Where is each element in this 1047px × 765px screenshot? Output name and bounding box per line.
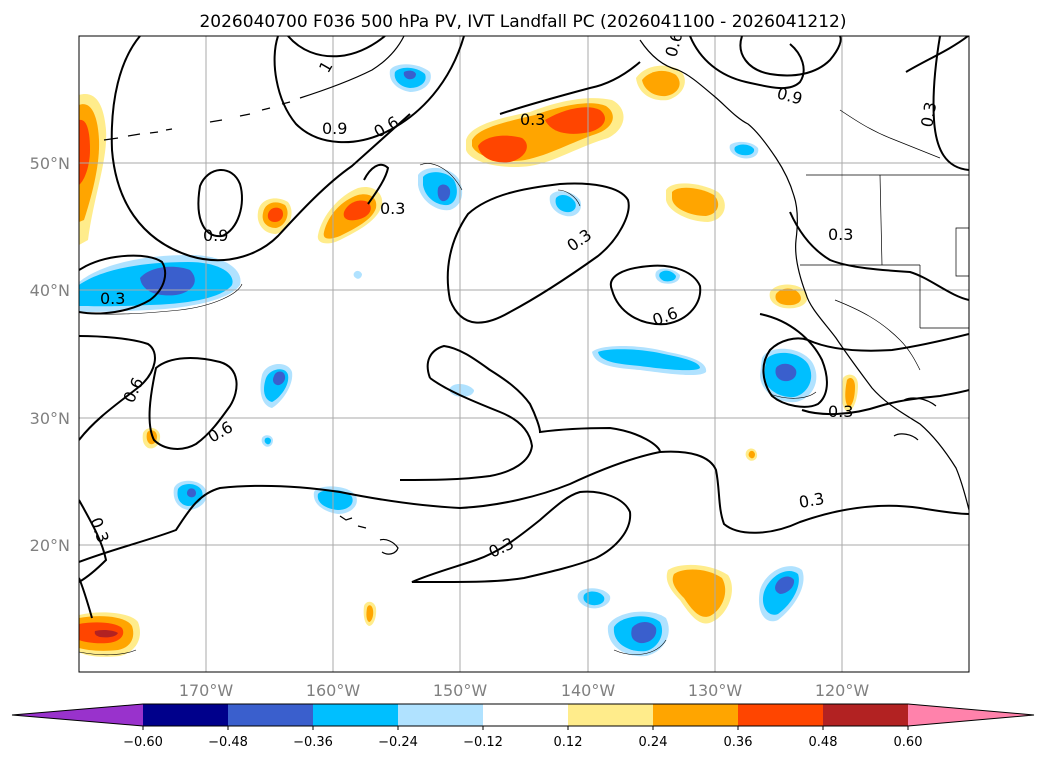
pv-shading	[79, 64, 858, 657]
contour-label: 0.9	[775, 84, 805, 109]
longitude-labels: 170°W 160°W 150°W 140°W 130°W 120°W	[179, 681, 870, 700]
positive-anomaly-shading	[79, 65, 858, 657]
contour-label: 0.9	[322, 119, 347, 138]
lat-label: 30°N	[30, 409, 70, 428]
lat-label: 50°N	[30, 154, 70, 173]
pv-contours	[79, 36, 969, 619]
contour-label: 0.3	[486, 534, 517, 562]
colorbar: −0.60 −0.48 −0.36 −0.24 −0.12 0.12 0.24 0.36 0.4…	[11, 703, 1035, 750]
contour-label: 0.3	[828, 402, 853, 421]
colorbar-tick-label: 0.60	[894, 735, 923, 750]
lon-label: 120°W	[815, 681, 870, 700]
contour-label: 0.3	[86, 515, 113, 545]
lon-label: 140°W	[561, 681, 616, 700]
colorbar-extend-low	[12, 704, 143, 726]
lat-label: 20°N	[30, 536, 70, 555]
contour-label: 0.6	[662, 30, 687, 60]
coastlines	[103, 36, 969, 555]
colorbar-tick-label: −0.48	[208, 735, 248, 750]
lon-label: 150°W	[433, 681, 488, 700]
contour-label: 0.3	[563, 225, 595, 255]
colorbar-segment	[313, 704, 398, 726]
contour-label: 0.3	[380, 199, 405, 218]
colorbar-segment	[823, 704, 908, 726]
colorbar-segment	[228, 704, 313, 726]
colorbar-extend-high	[908, 704, 1034, 726]
contour-label: 0.6	[205, 417, 237, 446]
colorbar-tick-label: −0.36	[293, 735, 333, 750]
lon-label: 170°W	[179, 681, 234, 700]
latitude-labels: 50°N 40°N 30°N 20°N	[30, 154, 70, 555]
colorbar-segment	[653, 704, 738, 726]
colorbar-tick-label: −0.60	[123, 735, 163, 750]
colorbar-tick-label: 0.12	[554, 735, 583, 750]
contour-label: 0.3	[828, 225, 853, 244]
contour-label: 0.6	[119, 375, 147, 406]
contour-label: 0.3	[917, 100, 940, 128]
contour-label: 0.6	[650, 303, 680, 330]
figure-title: 2026040700 F036 500 hPa PV, IVT Landfall…	[199, 12, 846, 32]
colorbar-tick-label: 0.24	[639, 735, 668, 750]
negative-anomaly-shading	[79, 64, 817, 657]
lon-label: 130°W	[688, 681, 743, 700]
contour-label: 0.3	[797, 489, 825, 512]
lat-label: 40°N	[30, 281, 70, 300]
colorbar-segment	[398, 704, 483, 726]
colorbar-tick-label: 0.48	[809, 735, 838, 750]
colorbar-segment	[738, 704, 823, 726]
contour-label: 0.3	[100, 289, 125, 308]
colorbar-tick-label: −0.12	[463, 735, 503, 750]
lon-label: 160°W	[306, 681, 361, 700]
colorbar-tick-label: 0.36	[724, 735, 753, 750]
contour-label: 0.3	[520, 110, 545, 129]
colorbar-segment	[143, 704, 228, 726]
contour-label: 0.9	[203, 226, 228, 245]
shading-outlines	[79, 163, 817, 656]
map-frame	[78, 35, 970, 673]
colorbar-segment	[568, 704, 653, 726]
map-panel: 1 0.9 0.6 0.3 0.6 0.3 0.9 0.3 0.9 0.3 0.…	[79, 30, 969, 672]
gridlines	[79, 36, 969, 672]
colorbar-segment	[483, 704, 568, 726]
political-borders	[800, 109, 969, 371]
colorbar-tick-label: −0.24	[378, 735, 418, 750]
